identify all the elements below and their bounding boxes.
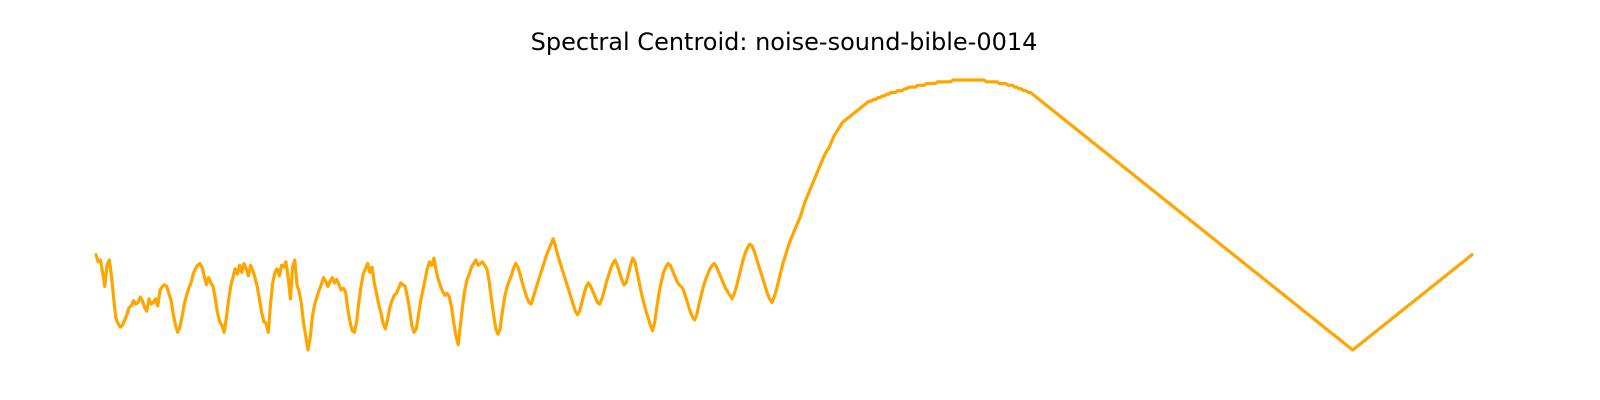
plot-area (94, 78, 1474, 352)
chart-title: Spectral Centroid: noise-sound-bible-001… (531, 28, 1038, 56)
series-line-0 (94, 78, 1474, 352)
